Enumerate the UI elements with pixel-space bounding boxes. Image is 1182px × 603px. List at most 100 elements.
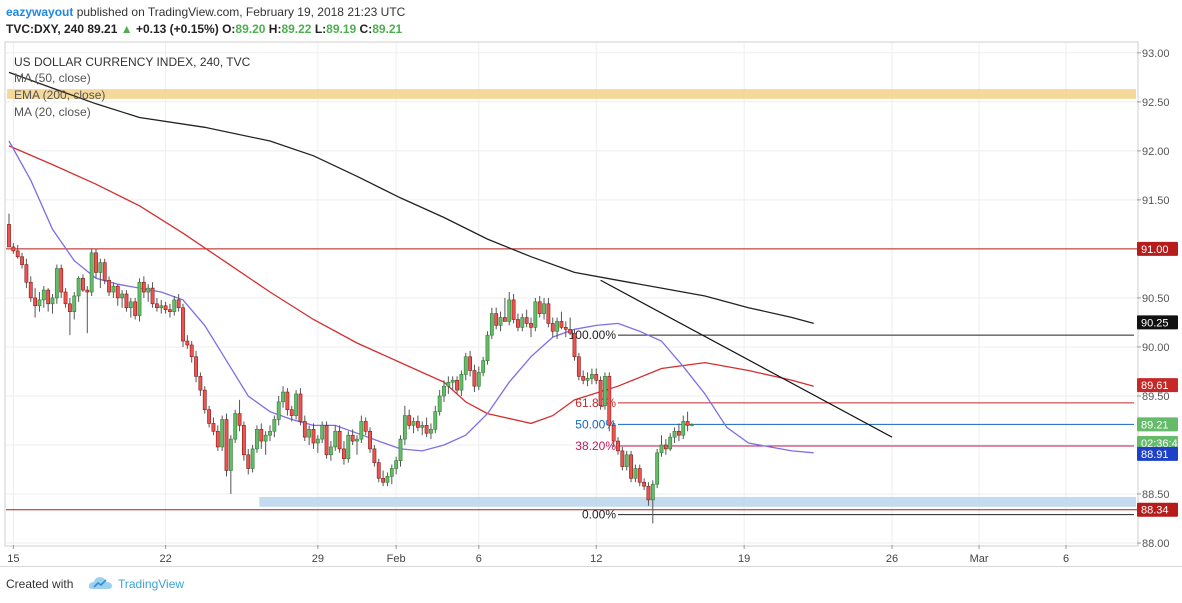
symbol-name[interactable]: TVC:DXY, 240	[6, 22, 85, 36]
candle	[233, 409, 238, 444]
candle-body	[281, 391, 285, 403]
candle-body	[315, 438, 320, 444]
candle	[124, 290, 129, 312]
candle	[68, 297, 72, 336]
price-badge-bg	[1137, 417, 1178, 432]
candle-body	[124, 293, 129, 309]
falling-resistance-trendline[interactable]	[600, 279, 893, 438]
legend-ema200[interactable]: EMA (200, close)	[14, 88, 105, 102]
candle-body	[663, 444, 668, 450]
publish-line: eazywayout published on TradingView.com,…	[6, 5, 405, 19]
candle	[616, 437, 620, 455]
candle-body	[215, 430, 220, 448]
candle-body	[446, 381, 451, 387]
candle-body	[342, 448, 346, 460]
candle	[315, 435, 320, 453]
candle-body	[433, 411, 438, 430]
fib-retracement[interactable]: 100.00%61.80%50.00%38.20%0.00%	[569, 328, 1134, 522]
candle-body	[511, 299, 516, 320]
candle	[7, 213, 11, 248]
candle	[50, 294, 55, 314]
author-link[interactable]: eazywayout	[6, 5, 74, 19]
candle	[681, 415, 686, 440]
candle	[37, 292, 42, 312]
candle	[663, 439, 668, 455]
price-badge-bg	[1137, 446, 1178, 461]
candle-body	[637, 468, 642, 483]
y-tick-label: 92.50	[1142, 97, 1170, 109]
candle-body	[298, 393, 303, 422]
legend-ma50[interactable]: MA (50, close)	[14, 71, 91, 85]
candle-body	[115, 285, 120, 299]
candle	[585, 372, 590, 387]
candle	[237, 399, 242, 432]
price-chart[interactable]: 100.00%61.80%50.00%38.20%0.00% US DOLLAR…	[0, 0, 1182, 566]
candle	[120, 290, 125, 308]
candle	[542, 297, 546, 320]
candle-body	[576, 356, 581, 377]
candle-body	[255, 429, 259, 450]
x-tick-label: 12	[590, 553, 602, 565]
candle	[455, 376, 459, 395]
candle	[150, 282, 155, 308]
candle-body	[159, 305, 164, 309]
candle-body	[624, 454, 629, 467]
candle-body	[681, 421, 686, 436]
candle	[272, 415, 277, 438]
candle	[328, 441, 333, 461]
candle	[155, 297, 159, 312]
y-tick-label: 91.50	[1142, 195, 1170, 207]
candle	[63, 288, 68, 308]
candle-body	[155, 303, 159, 309]
candle-body	[459, 374, 464, 391]
l-label: L:	[314, 22, 327, 36]
candle	[146, 284, 151, 302]
publish-info: published on TradingView.com, February 1…	[76, 5, 406, 19]
price-axis[interactable]: 93.00 92.50 92.00 91.50 91.00 90.50 90.00 89.50…	[1137, 48, 1170, 550]
candle	[268, 425, 272, 442]
candle	[398, 435, 403, 467]
candle	[633, 464, 638, 483]
candle	[33, 288, 38, 318]
candle	[298, 388, 303, 426]
x-tick-label: 15	[7, 553, 19, 565]
candle-body	[59, 268, 64, 293]
candle-body	[476, 372, 481, 387]
candle-body	[494, 313, 499, 326]
candle	[185, 335, 190, 349]
candle-body	[629, 454, 633, 479]
demand-zone[interactable]	[259, 496, 1136, 507]
chart-plot-area[interactable]	[4, 41, 1139, 547]
x-tick-label: 19	[738, 553, 750, 565]
trendlines-layer[interactable]	[600, 279, 893, 438]
candle-body	[372, 448, 377, 463]
tradingview-link[interactable]: TradingView	[118, 577, 185, 591]
candle	[207, 405, 212, 428]
candle-body	[407, 415, 412, 426]
time-axis[interactable]: 15 22 29 Feb 6 12 19 26 Mar 6	[7, 545, 1069, 565]
candle-body	[581, 376, 586, 381]
candle-body	[603, 376, 607, 407]
symbol-line: TVC:DXY, 240 89.21 ▲ +0.13 (+0.15%) O:89…	[6, 22, 402, 36]
candle-body	[324, 425, 329, 456]
ma50-line[interactable]	[8, 71, 814, 325]
candle	[520, 313, 525, 332]
legend-ma20[interactable]: MA (20, close)	[14, 105, 91, 119]
candle-body	[516, 319, 520, 328]
candle	[594, 368, 599, 385]
supply-zone[interactable]	[7, 89, 1136, 99]
candle-body	[128, 301, 133, 309]
candle	[194, 350, 198, 383]
candle-body	[585, 378, 590, 381]
candle	[311, 423, 316, 449]
candle-body	[385, 476, 390, 483]
candle	[450, 376, 455, 391]
candle	[672, 427, 677, 444]
candle	[189, 341, 194, 363]
price-badge-label: 89.21	[1141, 419, 1169, 431]
candle-body	[572, 332, 577, 358]
candle	[603, 372, 607, 410]
candle	[128, 297, 133, 318]
candle	[394, 456, 399, 475]
